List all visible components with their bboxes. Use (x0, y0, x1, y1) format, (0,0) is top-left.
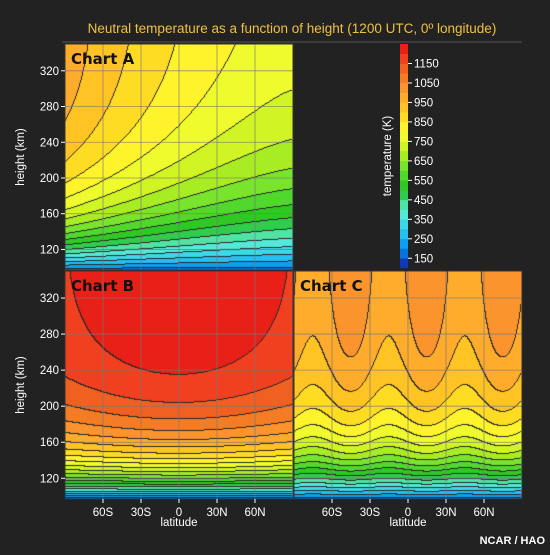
credit-text: NCAR / HAO (480, 535, 546, 547)
colorbar-band (400, 112, 408, 123)
colorbar-tick-label: 250 (414, 234, 433, 246)
y-tick-label: 160 (40, 437, 59, 449)
x-tick-label: 60S (322, 507, 343, 519)
colorbar-band (400, 209, 408, 220)
colorbar-tick-label: 1150 (414, 58, 439, 70)
colorbar-tick-label: 850 (414, 117, 433, 129)
colorbar-tick-label: 950 (414, 97, 433, 109)
colorbar-band (400, 199, 408, 210)
y-tick-label: 200 (40, 173, 59, 185)
x-tick-label: 30S (131, 507, 152, 519)
colorbar-band (400, 73, 408, 84)
colorbar-tick-label: 650 (414, 156, 433, 168)
colorbar-tick-label: 550 (414, 175, 433, 187)
colorbar-band (400, 82, 408, 93)
y-axis-label: height (km) (15, 128, 27, 186)
chart-b-axes: 120 160 200 240 280 320 height (km) 60S 30S 0 30N 6… (15, 270, 294, 529)
colorbar-band (400, 248, 408, 259)
y-tick-label: 120 (40, 244, 59, 256)
colorbar-band (400, 180, 408, 191)
x-tick-label: 0 (176, 507, 182, 519)
colorbar-band (400, 219, 408, 230)
colorbar-band (400, 229, 408, 240)
figure-title: Neutral temperature as a function of hei… (88, 21, 497, 36)
colorbar-band (400, 102, 408, 113)
colorbar-band (400, 258, 408, 269)
colorbar-band (400, 238, 408, 249)
x-tick-label: 60N (244, 507, 265, 519)
y-tick-label: 320 (40, 66, 59, 78)
colorbar-band (400, 131, 408, 142)
colorbar-band (400, 190, 408, 201)
colorbar-band (400, 63, 408, 74)
colorbar-band (400, 151, 408, 162)
colorbar-tick-label: 350 (414, 214, 433, 226)
colorbar-tick-label: 150 (414, 253, 433, 265)
y-tick-label: 120 (40, 473, 59, 485)
x-tick-label: 60S (93, 507, 114, 519)
y-tick-label: 160 (40, 209, 59, 221)
chart-b-label: Chart B (71, 277, 134, 295)
colorbar-band (400, 92, 408, 103)
y-tick-label: 280 (40, 102, 59, 114)
colorbar-band (400, 53, 408, 64)
chart-c-label: Chart C (300, 277, 363, 295)
chart-c-axes: 60S 30S 0 30N 60N latitude (293, 270, 523, 529)
colorbar: 150 250 350 450 550 650 750 850 950 1050 1150 tempe… (382, 44, 440, 269)
colorbar-tick-label: 450 (414, 195, 433, 207)
x-tick-label: 30N (435, 507, 456, 519)
x-tick-label: 30N (206, 507, 227, 519)
colorbar-band (400, 44, 408, 55)
chart-a-axes: 120 160 200 240 280 320 height (km) (15, 43, 294, 271)
y-tick-label: 240 (40, 137, 59, 149)
x-axis-label: latitude (389, 517, 426, 529)
y-tick-label: 320 (40, 293, 59, 305)
x-tick-label: 60N (473, 507, 494, 519)
x-tick-label: 30S (360, 507, 381, 519)
colorbar-tick-label: 1050 (414, 78, 440, 90)
colorbar-band (400, 121, 408, 132)
colorbar-band (400, 160, 408, 171)
colorbar-tick-label: 750 (414, 136, 433, 148)
plot-frame (64, 43, 294, 271)
x-axis-label: latitude (160, 517, 197, 529)
y-tick-label: 240 (40, 365, 59, 377)
y-tick-label: 280 (40, 329, 59, 341)
y-tick-label: 200 (40, 401, 59, 413)
colorbar-band (400, 170, 408, 181)
colorbar-label: temperature (K) (382, 116, 394, 197)
x-tick-label: 0 (405, 507, 411, 519)
colorbar-band (400, 141, 408, 152)
y-axis-label: height (km) (15, 356, 27, 414)
